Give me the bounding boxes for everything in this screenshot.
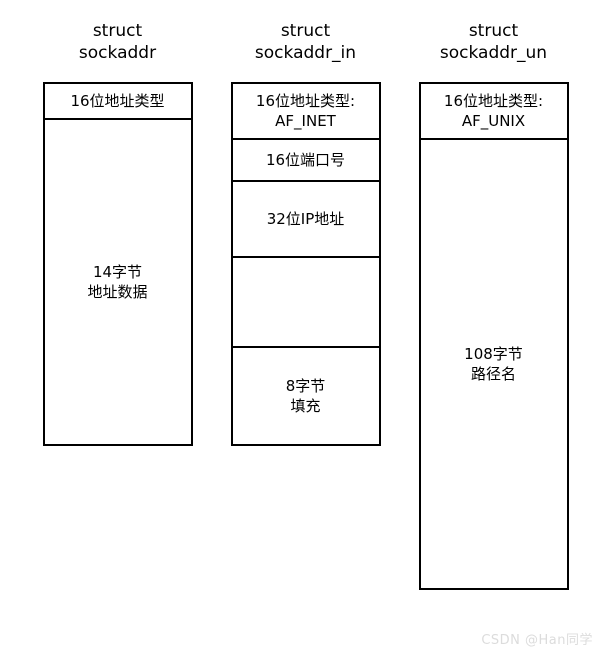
field-text: 16位地址类型 bbox=[70, 91, 164, 111]
title-line1: struct bbox=[469, 21, 518, 41]
field-addr-data: 14字节 地址数据 bbox=[45, 120, 191, 444]
struct-title: struct sockaddr_in bbox=[255, 20, 356, 64]
diagram-container: struct sockaddr 16位地址类型 14字节 地址数据 struct… bbox=[0, 0, 611, 590]
field-empty bbox=[233, 258, 379, 348]
field-text: 8字节 填充 bbox=[286, 376, 326, 417]
struct-sockaddr-in: struct sockaddr_in 16位地址类型: AF_INET 16位端… bbox=[231, 20, 381, 590]
field-addr-type: 16位地址类型 bbox=[45, 84, 191, 120]
struct-sockaddr-un: struct sockaddr_un 16位地址类型: AF_UNIX 108字… bbox=[419, 20, 569, 590]
field-path: 108字节 路径名 bbox=[421, 140, 567, 588]
watermark: CSDN @Han同学 bbox=[481, 629, 593, 648]
field-padding: 8字节 填充 bbox=[233, 348, 379, 444]
struct-title: struct sockaddr bbox=[79, 20, 156, 64]
field-text: 16位地址类型: AF_UNIX bbox=[444, 91, 543, 132]
field-addr-type-inet: 16位地址类型: AF_INET bbox=[233, 84, 379, 140]
field-addr-type-unix: 16位地址类型: AF_UNIX bbox=[421, 84, 567, 140]
field-text: 16位端口号 bbox=[266, 150, 345, 170]
title-line2: sockaddr_in bbox=[255, 43, 356, 63]
field-text: 16位地址类型: AF_INET bbox=[256, 91, 355, 132]
field-text: 108字节 路径名 bbox=[464, 344, 523, 385]
title-line1: struct bbox=[281, 21, 330, 41]
field-ip: 32位IP地址 bbox=[233, 182, 379, 258]
title-line2: sockaddr_un bbox=[440, 43, 547, 63]
struct-body-sockaddr-in: 16位地址类型: AF_INET 16位端口号 32位IP地址 8字节 填充 bbox=[231, 82, 381, 446]
field-text: 14字节 地址数据 bbox=[87, 262, 147, 303]
struct-body-sockaddr-un: 16位地址类型: AF_UNIX 108字节 路径名 bbox=[419, 82, 569, 590]
title-line1: struct bbox=[93, 21, 142, 41]
struct-title: struct sockaddr_un bbox=[440, 20, 547, 64]
field-port: 16位端口号 bbox=[233, 140, 379, 182]
struct-sockaddr: struct sockaddr 16位地址类型 14字节 地址数据 bbox=[43, 20, 193, 590]
title-line2: sockaddr bbox=[79, 43, 156, 63]
struct-body-sockaddr: 16位地址类型 14字节 地址数据 bbox=[43, 82, 193, 446]
field-text: 32位IP地址 bbox=[267, 209, 345, 229]
